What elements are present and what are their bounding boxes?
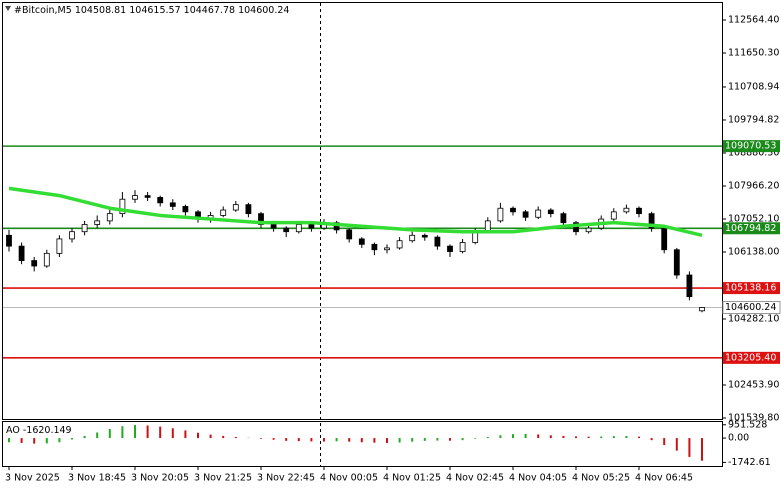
ao-tick-label: -1742.61 <box>728 457 771 468</box>
candle-body <box>447 245 453 252</box>
x-tick-label: 4 Nov 05:25 <box>572 473 630 484</box>
x-tick-label: 3 Nov 2025 <box>5 473 60 484</box>
candle-body <box>560 213 567 224</box>
candle-body <box>220 209 227 216</box>
candle-body <box>396 240 403 249</box>
candle-body <box>132 195 138 200</box>
low: 104467.78 <box>184 5 235 16</box>
y-tick-label: 107052.10 <box>728 213 779 224</box>
candle-body <box>623 207 630 213</box>
candle-body <box>81 224 88 233</box>
candle-body <box>510 207 516 213</box>
x-tick-label: 4 Nov 06:45 <box>635 473 693 484</box>
y-tick-label: 106138.00 <box>728 246 779 257</box>
candle-body <box>547 209 554 215</box>
candle-body <box>434 236 441 247</box>
candle-body <box>69 231 75 240</box>
y-tick-label: 104282.10 <box>728 313 779 324</box>
candle-body <box>258 213 264 225</box>
candle-body <box>31 260 38 267</box>
candle-body <box>18 245 25 261</box>
open: 104508.81 <box>75 5 126 16</box>
candle-body <box>497 207 504 222</box>
candle-body <box>699 307 705 312</box>
y-tick-label: 111650.30 <box>728 47 779 58</box>
ao-value: -1620.149 <box>23 425 72 436</box>
candle-body <box>119 198 126 215</box>
ao-title: AO -1620.149 <box>6 425 72 436</box>
main-frame <box>2 2 723 420</box>
candle-body <box>409 234 416 242</box>
candle-body <box>522 211 529 218</box>
chart-title: #Bitcoin,M5 104508.81 104615.57 104467.7… <box>14 5 289 16</box>
x-tick-label: 4 Nov 04:05 <box>509 473 567 484</box>
candle-body <box>43 252 50 267</box>
y-tick-label: 102453.90 <box>728 379 779 390</box>
level-label: 103205.40 <box>725 352 776 363</box>
candle-body <box>157 197 164 204</box>
candle-body <box>358 238 365 245</box>
candle-body <box>245 204 252 215</box>
y-tick-label: 112564.40 <box>728 14 779 25</box>
symbol-icon <box>5 6 11 11</box>
candle-body <box>648 213 655 229</box>
candle-body <box>144 195 151 198</box>
ao-name: AO <box>6 425 20 436</box>
ao-tick-label: 951.528 <box>728 419 767 430</box>
x-tick-label: 4 Nov 02:45 <box>446 473 504 484</box>
candle-body <box>384 247 390 251</box>
x-tick-label: 3 Nov 22:45 <box>257 473 315 484</box>
level-label-box <box>723 222 780 235</box>
candle-body <box>610 211 617 220</box>
level-label-box <box>723 140 780 153</box>
candle-body <box>270 224 277 229</box>
symbol: #Bitcoin,M5 <box>14 5 72 16</box>
y-tick-label: 109794.82 <box>728 114 779 125</box>
candle-body <box>636 207 642 215</box>
candle-body <box>421 234 428 238</box>
ao-frame <box>2 421 723 467</box>
candle-body <box>535 209 542 218</box>
close: 104600.24 <box>238 5 289 16</box>
candle-body <box>6 234 12 247</box>
candle-body <box>295 224 302 233</box>
y-tick-label: 108880.30 <box>728 147 779 158</box>
candle-body <box>371 243 378 251</box>
candle-body <box>169 202 176 207</box>
candle-body <box>308 224 315 229</box>
level-label: 109070.53 <box>725 141 776 152</box>
candle-body <box>585 227 592 233</box>
x-tick-label: 3 Nov 21:25 <box>194 473 252 484</box>
candle-body <box>686 274 693 298</box>
candle-body <box>94 220 101 225</box>
y-tick-label: 107966.20 <box>728 180 779 191</box>
ao-tick-label: 0.00 <box>728 433 749 444</box>
candle-body <box>346 229 353 240</box>
high: 104615.57 <box>129 5 180 16</box>
price-label-box <box>722 301 781 315</box>
x-tick-label: 4 Nov 01:25 <box>383 473 441 484</box>
candle-body <box>459 242 466 252</box>
moving-average <box>8 186 703 238</box>
candle-body <box>283 227 290 233</box>
candle-body <box>673 249 680 276</box>
level-label-box <box>723 282 780 295</box>
level-label: 106794.82 <box>725 223 776 234</box>
y-tick-label: 110708.94 <box>728 81 779 92</box>
candle-body <box>182 206 189 213</box>
y-tick-label: 101539.80 <box>728 412 779 423</box>
x-tick-label: 3 Nov 18:45 <box>68 473 126 484</box>
level-label: 105138.16 <box>725 283 776 294</box>
candle-body <box>106 213 113 222</box>
candle-body <box>232 204 239 211</box>
candle-body <box>661 227 668 251</box>
candle-body <box>56 238 63 254</box>
level-label-box <box>723 351 780 364</box>
x-tick-label: 4 Nov 00:05 <box>320 473 378 484</box>
x-tick-label: 3 Nov 20:05 <box>131 473 189 484</box>
price-label: 104600.24 <box>725 302 776 313</box>
